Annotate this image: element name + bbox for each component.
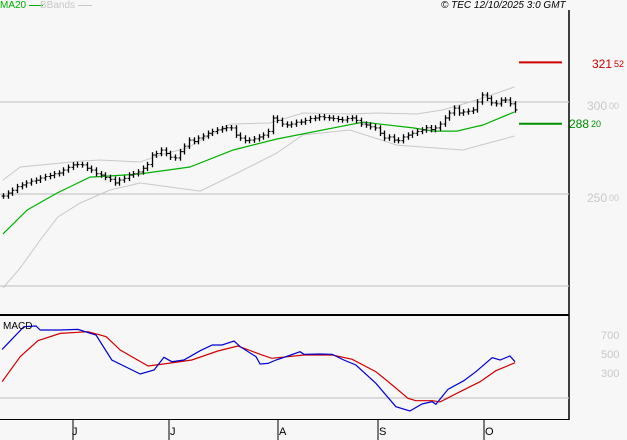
- y-tick-250: 250 00: [587, 191, 619, 205]
- macd-tick-700: 700: [601, 330, 620, 342]
- level-value: 288: [569, 117, 590, 131]
- month-label-october: O: [485, 426, 494, 438]
- month-label-july: J: [170, 426, 176, 438]
- level-label-resistance: 321 52: [592, 57, 624, 71]
- level-value: 321: [592, 57, 613, 71]
- macd-title: MACD: [3, 321, 33, 332]
- legend-bbands: BBands: [40, 0, 92, 12]
- level-decimals: 20: [591, 119, 602, 129]
- legend-bbands-swatch: [77, 4, 92, 6]
- macd-tick-500: 500: [601, 349, 620, 361]
- level-label-support: 288 20: [569, 117, 601, 131]
- macd-signal-line: [1, 331, 516, 403]
- month-label-june: J: [72, 426, 78, 438]
- legend-ma20-swatch: [28, 4, 43, 6]
- tick-value: 250: [587, 191, 608, 205]
- bollinger-lower-line: [2, 129, 515, 289]
- tick-value: 300: [587, 99, 608, 113]
- month-label-august: A: [279, 426, 287, 438]
- legend-bbands-label: BBands: [40, 0, 76, 11]
- macd-tick-300: 300: [601, 368, 620, 380]
- tick-decimals: 00: [609, 101, 620, 111]
- tick-decimals: 00: [609, 193, 620, 203]
- copyright-timestamp: © TEC 12/10/2025 3:0 GMT: [441, 0, 566, 11]
- y-tick-300: 300 00: [587, 99, 619, 113]
- macd-line: [1, 325, 516, 412]
- ma20-line: [2, 111, 515, 235]
- level-decimals: 52: [614, 59, 625, 69]
- bollinger-upper-line: [2, 86, 515, 181]
- legend-ma20-label: MA20: [0, 0, 27, 11]
- legend-ma20: MA20: [0, 0, 43, 12]
- month-label-september: S: [379, 426, 387, 438]
